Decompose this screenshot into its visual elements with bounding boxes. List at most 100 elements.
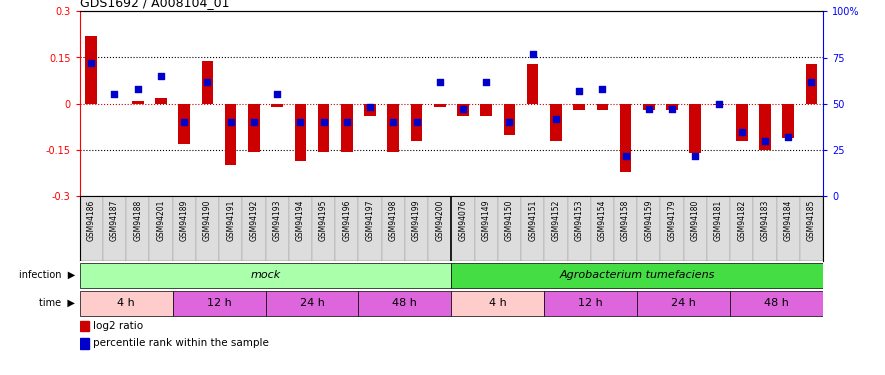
Text: 4 h: 4 h <box>489 298 507 308</box>
Text: GSM94191: GSM94191 <box>227 200 235 241</box>
Text: GSM94195: GSM94195 <box>319 200 328 241</box>
Bar <box>219 196 242 261</box>
Point <box>642 106 656 112</box>
Bar <box>527 64 538 104</box>
Point <box>293 119 307 125</box>
Bar <box>248 104 259 152</box>
Text: 12 h: 12 h <box>207 298 231 308</box>
Text: GSM94180: GSM94180 <box>691 200 700 241</box>
Bar <box>498 196 521 261</box>
Bar <box>451 291 544 316</box>
Bar <box>637 196 660 261</box>
Text: GSM94152: GSM94152 <box>551 200 560 241</box>
Text: GSM94154: GSM94154 <box>598 200 607 241</box>
Point <box>549 116 563 122</box>
Bar <box>80 338 88 349</box>
Bar <box>289 196 312 261</box>
Text: GSM94198: GSM94198 <box>389 200 397 241</box>
Text: 48 h: 48 h <box>392 298 418 308</box>
Point <box>572 88 586 94</box>
Bar <box>573 104 585 110</box>
Bar <box>800 196 823 261</box>
Text: GDS1692 / A008104_01: GDS1692 / A008104_01 <box>80 0 229 9</box>
Bar <box>358 196 381 261</box>
Point <box>154 73 168 79</box>
Bar <box>150 196 173 261</box>
Text: GSM94197: GSM94197 <box>366 200 374 241</box>
Bar <box>341 104 352 152</box>
Point <box>781 134 796 140</box>
Bar <box>381 196 405 261</box>
Point <box>270 92 284 98</box>
Bar <box>759 104 771 150</box>
Bar <box>179 104 190 144</box>
Bar <box>242 196 266 261</box>
Bar <box>80 196 103 261</box>
Text: GSM94196: GSM94196 <box>342 200 351 241</box>
Bar <box>411 104 422 141</box>
Text: 24 h: 24 h <box>299 298 325 308</box>
Point <box>340 119 354 125</box>
Text: 24 h: 24 h <box>671 298 696 308</box>
Text: GSM94187: GSM94187 <box>110 200 119 241</box>
Bar <box>132 100 143 104</box>
Bar <box>730 196 753 261</box>
Point <box>317 119 331 125</box>
Bar <box>458 104 469 116</box>
Text: GSM94183: GSM94183 <box>760 200 769 241</box>
Point <box>247 119 261 125</box>
Bar <box>428 196 451 261</box>
Point <box>386 119 400 125</box>
Bar <box>196 196 219 261</box>
Point <box>758 138 772 144</box>
Point <box>712 101 726 107</box>
Point <box>596 86 610 92</box>
Text: GSM94158: GSM94158 <box>621 200 630 241</box>
Point <box>200 78 214 84</box>
Bar <box>620 104 631 172</box>
Point <box>526 51 540 57</box>
Point <box>363 105 377 111</box>
Text: GSM94076: GSM94076 <box>458 200 467 241</box>
Text: 4 h: 4 h <box>117 298 135 308</box>
Bar <box>805 64 817 104</box>
Point <box>84 60 98 66</box>
Bar <box>434 104 445 107</box>
Text: GSM94186: GSM94186 <box>87 200 96 241</box>
Text: GSM94190: GSM94190 <box>203 200 212 241</box>
Bar <box>266 196 289 261</box>
Bar <box>388 104 399 152</box>
Bar <box>173 196 196 261</box>
Bar <box>80 321 88 331</box>
Point <box>456 106 470 112</box>
Bar <box>782 104 794 138</box>
Text: percentile rank within the sample: percentile rank within the sample <box>93 339 269 348</box>
Text: GSM94182: GSM94182 <box>737 200 746 241</box>
Bar <box>521 196 544 261</box>
Bar <box>405 196 428 261</box>
Bar <box>666 104 678 110</box>
Bar <box>684 196 707 261</box>
Bar <box>660 196 684 261</box>
Bar <box>451 262 823 288</box>
Text: GSM94199: GSM94199 <box>412 200 421 241</box>
Text: GSM94200: GSM94200 <box>435 200 444 241</box>
Bar <box>544 291 637 316</box>
Text: GSM94189: GSM94189 <box>180 200 189 241</box>
Point <box>177 119 191 125</box>
Bar <box>335 196 358 261</box>
Text: GSM94185: GSM94185 <box>807 200 816 241</box>
Text: 48 h: 48 h <box>764 298 789 308</box>
Bar <box>596 104 608 110</box>
Text: GSM94194: GSM94194 <box>296 200 304 241</box>
Text: GSM94149: GSM94149 <box>481 200 490 241</box>
Bar <box>295 104 306 161</box>
Text: GSM94188: GSM94188 <box>134 200 142 241</box>
Text: GSM94159: GSM94159 <box>644 200 653 241</box>
Bar <box>614 196 637 261</box>
Bar <box>312 196 335 261</box>
Point <box>735 129 749 135</box>
Point <box>433 78 447 84</box>
Bar <box>80 262 451 288</box>
Text: 12 h: 12 h <box>579 298 603 308</box>
